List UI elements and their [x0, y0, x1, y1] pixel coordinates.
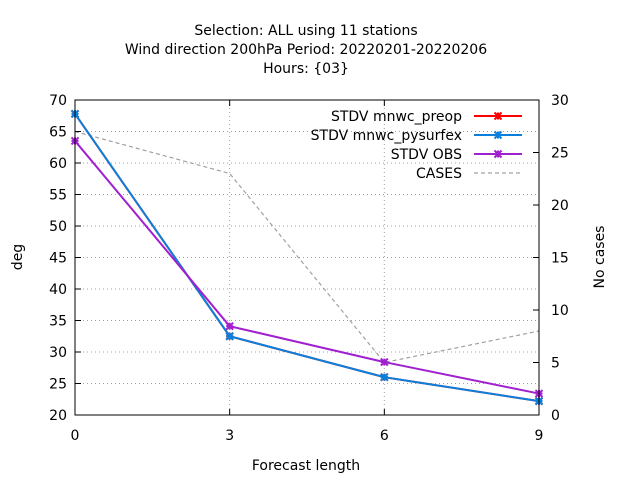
y2-tick-label: 25 — [551, 146, 569, 162]
series-line-stdv-obs — [74, 140, 540, 395]
y-tick-label: 45 — [49, 251, 67, 267]
series-line-stdv-mnwc-pysurfex — [74, 113, 540, 403]
legend: STDV mnwc_preop STDV mnwc_pysurfex STDV OB… — [311, 109, 522, 182]
y-tick-label: 55 — [49, 188, 67, 204]
axis-ticks: 20 25 30 35 40 45 50 55 60 65 70 0 5 10 15 20 25 30 0 3 6 9 — [49, 93, 569, 444]
title-line-3: Hours: {03} — [263, 61, 349, 77]
y-tick-label: 30 — [49, 345, 67, 361]
x-tick-label: 6 — [380, 428, 389, 444]
series-lines — [70, 109, 544, 406]
data-point-stdv-obs — [380, 357, 389, 367]
x-tick-label: 0 — [71, 428, 80, 444]
y-tick-label: 70 — [49, 93, 67, 109]
legend-label-cases: CASES — [416, 166, 462, 182]
data-point-stdv-mnwc-pysurfex — [380, 372, 389, 382]
series-cases — [74, 130, 540, 364]
y-tick-label: 40 — [49, 282, 67, 298]
y-tick-label: 50 — [49, 219, 67, 235]
y2-tick-label: 15 — [551, 251, 569, 267]
y-tick-label: 20 — [49, 408, 67, 424]
legend-marker-stdv-mnwc-preop — [493, 111, 503, 121]
title-line-1: Selection: ALL using 11 stations — [194, 23, 417, 39]
legend-marker-stdv-obs — [493, 149, 503, 159]
y-tick-label: 25 — [49, 377, 67, 393]
y2-tick-label: 0 — [551, 408, 560, 424]
series-line-cases — [74, 130, 540, 364]
y-axis-label: deg — [10, 244, 26, 270]
chart-title: Selection: ALL using 11 stations Wind dir… — [125, 23, 487, 77]
legend-label-stdv-obs: STDV OBS — [391, 147, 462, 163]
legend-label-stdv-mnwc-preop: STDV mnwc_preop — [331, 109, 462, 125]
legend-label-stdv-mnwc-pysurfex: STDV mnwc_pysurfex — [311, 128, 462, 144]
y2-axis-label: No cases — [592, 226, 608, 289]
y2-tick-label: 10 — [551, 303, 569, 319]
x-axis-label: Forecast length — [252, 458, 360, 474]
x-tick-label: 9 — [535, 428, 544, 444]
grid-lines — [75, 100, 539, 415]
data-point-stdv-obs — [225, 321, 234, 331]
y2-tick-label: 30 — [551, 93, 569, 109]
y2-tick-label: 5 — [551, 356, 560, 372]
legend-marker-stdv-mnwc-pysurfex — [493, 130, 503, 140]
y2-tick-label: 20 — [551, 198, 569, 214]
data-point-stdv-mnwc-pysurfex — [225, 332, 234, 341]
y-tick-label: 60 — [49, 156, 67, 172]
y-tick-label: 35 — [49, 314, 67, 330]
y-tick-label: 65 — [49, 125, 67, 141]
title-line-2: Wind direction 200hPa Period: 20220201-2… — [125, 42, 487, 58]
x-tick-label: 3 — [225, 428, 234, 444]
